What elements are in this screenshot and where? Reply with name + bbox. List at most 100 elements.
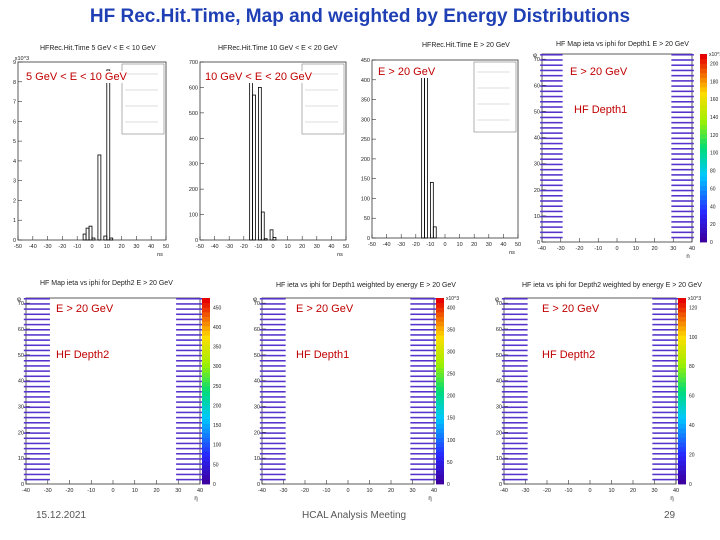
x-tick-label: 0 [90,244,93,250]
x-tick-label: -20 [66,488,74,494]
time-histogram-p3: -50 -40 -30 -20 -10 0 10 20 30 40 50ns050100150200… [361,58,521,256]
colorbar-segment [700,58,707,64]
histogram-bar [252,94,256,241]
map-cell-row [176,365,203,367]
map-cell-row [410,329,437,331]
colorbar-segment [700,63,707,69]
y-tick-label: 0 [537,240,540,246]
map-cell-row [176,432,203,434]
map-cell-row [259,478,286,481]
x-tick-label: 40 [500,242,506,248]
histogram-bar [272,237,277,241]
map-cell-row [259,329,286,331]
map-cell-row [501,354,528,357]
depth-label: HF Depth1 [574,104,628,116]
x-tick-label: -40 [29,244,37,250]
y-tick-label: 50 [496,353,502,359]
colorbar-segment [678,428,686,434]
colorbar-segment [678,344,686,350]
x-tick-label: -20 [240,244,248,250]
map-cell-row [23,354,50,357]
colorbar-tick-label: 300 [447,349,456,355]
map-cell-row [176,391,203,393]
map-cell-row [410,391,437,393]
x-tick-label: -30 [557,246,565,252]
map-cell-row [501,380,528,383]
y-axis-label: φ [533,53,537,59]
map-cell-row [259,432,286,434]
map-cell-row [501,437,528,440]
colorbar-segment [678,353,686,359]
footer-date: 15.12.2021 [36,510,87,521]
map-cell-row [23,432,50,434]
map-cell-row [671,153,694,155]
map-cell-row [501,375,528,378]
colorbar-segment [678,311,686,317]
colorbar-segment [202,442,210,448]
colorbar-segment [700,68,707,74]
map-cell-row [671,158,694,161]
map-cell-row [540,142,563,145]
chart-title: HF ieta vs iphi for Depth1 weighted by e… [276,282,456,289]
map-cell-row [671,226,694,228]
colorbar-tick-label: 400 [213,325,222,331]
colorbar-segment [436,321,444,327]
y-tick-label: 2 [13,198,16,204]
x-axis-label: η [194,496,197,502]
map-cell-row [259,401,286,403]
map-cell-row [540,200,563,202]
map-cell-row [259,360,286,362]
map-cell-row [540,221,563,223]
chart-title: HF Map ieta vs iphi for Depth2 E > 20 Ge… [40,280,173,287]
colorbar-segment [678,363,686,369]
eta-phi-map-p7: -40 -30 -20 -10 0 10 20 30 40η010203040506070φ02… [495,296,701,502]
x-tick-label: 40 [673,488,679,494]
map-cell-row [259,473,286,476]
colorbar-segment [700,227,707,233]
y-tick-label: 10 [496,456,502,462]
map-cell-row [671,90,694,93]
map-cell-row [23,370,50,372]
depth-label: HF Depth2 [542,349,596,361]
colorbar-segment [436,363,444,369]
map-cell-row [671,121,694,124]
y-tick-label: 100 [189,213,198,219]
colorbar-segment [678,470,686,476]
colorbar-tick-label: 200 [447,394,456,400]
map-cell-row [259,375,286,378]
map-cell-row [652,442,679,445]
y-tick-label: 300 [189,162,198,168]
map-cell-row [652,313,679,316]
eta-phi-map-p4: -40 -30 -20 -10 0 10 20 30 40η010203040506070φ02… [533,52,720,258]
map-cell-row [176,375,203,378]
y-tick-label: 40 [254,379,260,385]
map-cell-row [23,349,50,352]
colorbar-segment [202,437,210,443]
map-cell-row [540,95,563,98]
y-tick-label: 50 [254,353,260,359]
x-tick-label: -30 [280,488,288,494]
colorbar-tick-label: 450 [213,305,222,311]
colorbar-tick-label: 0 [689,482,692,488]
x-tick-label: 10 [104,244,110,250]
colorbar-segment [436,460,444,466]
map-cell-row [176,447,203,450]
map-cell-row [652,349,679,352]
colorbar [202,298,210,485]
map-cell-row [501,329,528,331]
x-axis-label: η [428,496,431,502]
colorbar-tick-label: 120 [689,305,698,311]
map-cell-row [23,380,50,383]
y-tick-label: 450 [361,58,370,64]
plot-frame [503,297,677,485]
map-cell-row [501,339,528,341]
colorbar-segment [436,344,444,350]
colorbar-segment [678,474,686,480]
colorbar-segment [678,442,686,448]
map-cell-row [410,349,437,352]
colorbar-segment [700,124,707,130]
map-cell-row [259,380,286,383]
colorbar-segment [202,446,210,452]
x-tick-label: -40 [211,244,219,250]
